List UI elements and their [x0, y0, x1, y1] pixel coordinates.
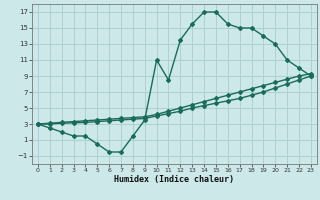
X-axis label: Humidex (Indice chaleur): Humidex (Indice chaleur): [115, 175, 234, 184]
